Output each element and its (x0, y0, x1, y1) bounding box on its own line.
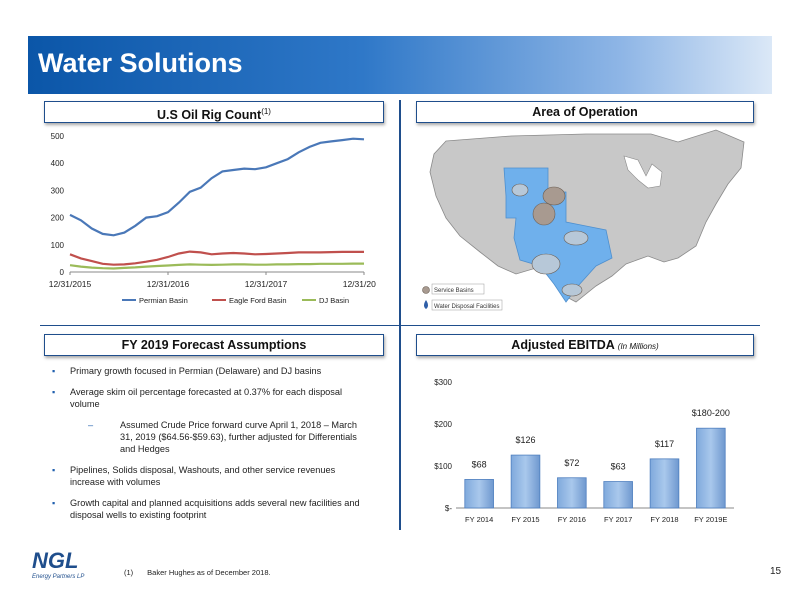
logo-subtext: Energy Partners LP (32, 574, 84, 580)
series-line-dj-basin (69, 262, 364, 270)
rig-count-header: U.S Oil Rig Count(1) (44, 101, 384, 123)
forecast-bullet: ▪ Primary growth focused in Permian (Dela… (52, 366, 322, 376)
x-tick-label: 12/31/2015 (49, 279, 92, 289)
anadarko-basin (563, 230, 589, 246)
title-banner: Water Solutions (28, 36, 772, 94)
footnote-text: Baker Hughes as of December 2018. (147, 568, 271, 577)
forecast-sub-bullet: – Assumed Crude Price forward curve April… (88, 420, 357, 454)
bar-data-label: $63 (611, 462, 626, 472)
ebitda-subtitle: (In Millions) (617, 342, 659, 351)
area-header: Area of Operation (416, 101, 754, 123)
legend-label: DJ Basin (319, 296, 349, 305)
powder-river-basin (511, 183, 529, 197)
bar-data-label: $126 (515, 435, 535, 445)
x-tick-label: FY 2015 (511, 515, 539, 524)
y-tick-label: $200 (434, 420, 452, 429)
y-tick-label: 200 (51, 214, 65, 223)
y-tick-label: 0 (60, 268, 65, 277)
eagle-ford-basin (561, 283, 583, 297)
forecast-header: FY 2019 Forecast Assumptions (44, 334, 384, 356)
bar-data-label: $68 (472, 459, 487, 469)
dj-basin (532, 202, 556, 226)
x-tick-label: FY 2019E (694, 515, 727, 524)
area-title: Area of Operation (532, 105, 638, 119)
bar-data-label: $180-200 (692, 408, 730, 418)
footnote-marker: (1) (124, 568, 134, 577)
forecast-bullet: ▪ Growth capital and planned acquisitions… (52, 498, 360, 520)
center-divider (399, 100, 401, 530)
svg-text:NGL: NGL (32, 548, 78, 573)
legend-label: Eagle Ford Basin (229, 296, 287, 305)
series-line-permian-basin (69, 137, 365, 237)
y-tick-label: $100 (434, 462, 452, 471)
permian-basin (531, 253, 561, 275)
bullet-marker: ▪ (52, 465, 56, 475)
bar-data-label: $117 (655, 439, 674, 449)
bar (603, 481, 633, 509)
forecast-bullet: ▪ Average skim oil percentage forecasted … (52, 387, 343, 409)
y-tick-label: 300 (51, 186, 65, 195)
page-number: 15 (770, 566, 782, 577)
bar (696, 427, 726, 509)
y-tick-label: $- (445, 504, 452, 513)
y-tick-label: $300 (434, 378, 452, 387)
dash-marker: – (88, 420, 94, 430)
y-tick-label: 400 (51, 159, 65, 168)
x-tick-label: 12/31/2017 (245, 279, 288, 289)
us-map: Service Basins Water Disposal Facilities (422, 129, 745, 311)
water-drop-icon (424, 300, 428, 309)
map-legend-box-2 (431, 299, 503, 311)
map-legend-box-1 (431, 283, 485, 295)
bar (649, 458, 680, 509)
bar (557, 477, 587, 509)
map-legend-service-basins: Service Basins (434, 288, 474, 294)
x-tick-label: 12/31/2016 (147, 279, 190, 289)
ngl-logo: NGL Energy Partners LP (32, 548, 84, 580)
footnote: (1) Baker Hughes as of December 2018. (124, 568, 271, 577)
bullet-marker: ▪ (52, 366, 56, 376)
bullet-marker: ▪ (52, 498, 56, 508)
ebitda-header: Adjusted EBITDA (In Millions) (416, 334, 754, 356)
y-tick-label: 100 (51, 241, 65, 250)
x-tick-label: FY 2017 (604, 515, 632, 524)
forecast-title: FY 2019 Forecast Assumptions (121, 338, 307, 352)
x-tick-label: FY 2014 (465, 515, 493, 524)
x-tick-label: FY 2016 (558, 515, 586, 524)
x-tick-label: 12/31/2018 (343, 279, 376, 289)
bar-data-label: $72 (564, 458, 579, 468)
y-tick-label: 500 (51, 132, 65, 141)
bullet-marker: ▪ (52, 387, 56, 397)
map-legend-water-disposal: Water Disposal Facilities (434, 304, 499, 310)
rig-count-chart: 0 100 200 300 400 500 12/31/2015 12/31/2016 12/3… (49, 132, 376, 305)
williston-basin (542, 186, 566, 206)
legend-label: Permian Basin (139, 296, 188, 305)
bar (464, 479, 494, 509)
slide-title: Water Solutions (38, 48, 243, 78)
series-line-eagle-ford-basin (69, 250, 364, 266)
forecast-bullet: ▪ Pipelines, Solids disposal, Washouts, a… (52, 465, 336, 487)
forecast-bullets: ▪ Primary growth focused in Permian (Dela… (52, 365, 372, 530)
x-tick-label: FY 2018 (650, 515, 678, 524)
rig-count-superscript: (1) (261, 107, 271, 116)
ebitda-title: Adjusted EBITDA (511, 338, 615, 352)
water-disposal-icon (422, 286, 430, 294)
ebitda-chart: $- $100 $200 $300 $68 FY 2014 $126 FY 2015 $72 FY… (434, 378, 734, 524)
rig-count-title: U.S Oil Rig Count (157, 108, 262, 123)
middle-divider (40, 325, 760, 326)
us-map-great-lakes (623, 155, 663, 189)
bar (510, 454, 541, 509)
